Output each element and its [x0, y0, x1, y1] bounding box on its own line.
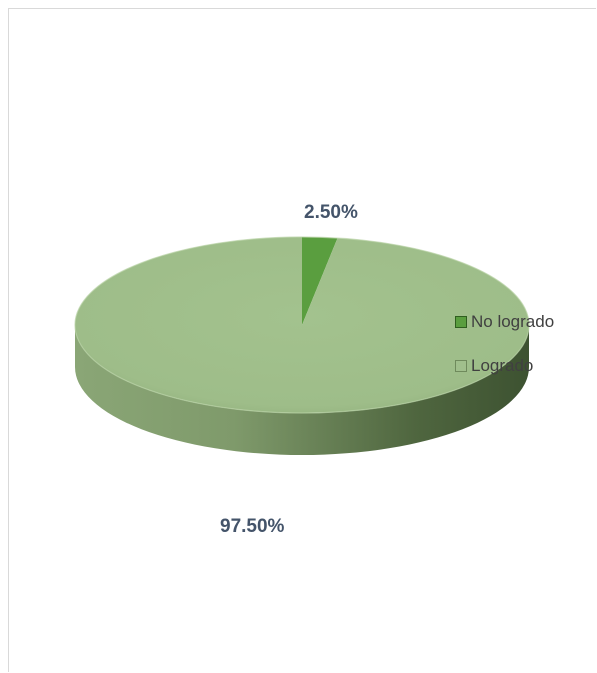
legend-swatch-logrado [455, 360, 467, 372]
legend-swatch-no-logrado [455, 316, 467, 328]
legend-label-logrado: Logrado [471, 356, 534, 375]
pie-slice-logrado [75, 237, 530, 414]
pie-rim [74, 236, 530, 414]
legend-entry-no-logrado: No logrado [455, 310, 554, 334]
pie-side-wall [75, 325, 529, 455]
data-label-logrado: 97.50% [220, 516, 285, 537]
legend-entry-logrado: Logrado [455, 354, 554, 378]
legend-label-no-logrado: No logrado [471, 312, 555, 331]
legend: No logrado Logrado [455, 310, 554, 398]
pie-slice-no-logrado [302, 237, 338, 325]
data-label-no-logrado: 2.50% [304, 202, 358, 223]
